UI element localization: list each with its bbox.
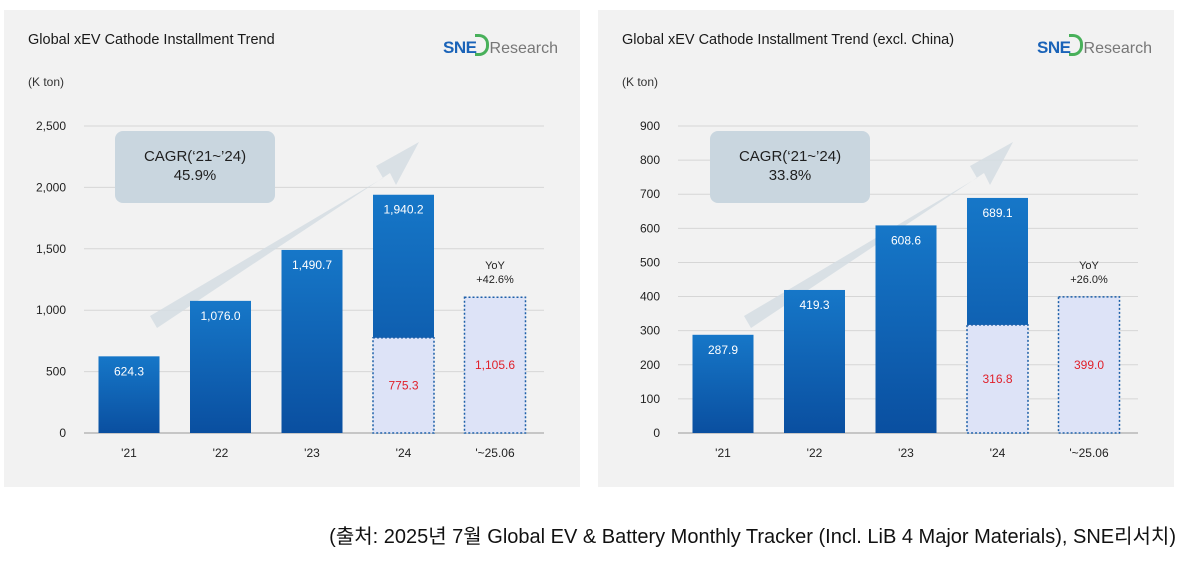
x-tick-label: '22 bbox=[807, 446, 823, 460]
cagr-label: CAGR(‘21~’24) bbox=[738, 148, 842, 165]
y-tick-label: 1,500 bbox=[36, 242, 66, 256]
trend-arrow bbox=[150, 142, 419, 328]
x-tick-label: '~25.06 bbox=[1069, 446, 1109, 460]
logo-brand: SNE bbox=[1037, 38, 1071, 57]
x-tick-label: '23 bbox=[898, 446, 914, 460]
x-tick-label: '22 bbox=[213, 446, 229, 460]
x-tick-label: '24 bbox=[396, 446, 412, 460]
bar bbox=[784, 289, 845, 433]
sne-research-logo: SNE Research bbox=[443, 34, 558, 58]
yoy-label: YoY bbox=[1079, 260, 1099, 272]
cagr-callout: CAGR(‘21~’24) 33.8% bbox=[710, 131, 870, 203]
yoy-value: +26.0% bbox=[1070, 274, 1108, 286]
bar-value-label: 287.9 bbox=[708, 343, 738, 357]
y-tick-label: 0 bbox=[59, 426, 66, 440]
bar-highlight-segment bbox=[966, 324, 1029, 434]
bar-value-label: 1,105.6 bbox=[475, 358, 515, 372]
x-tick-label: '~25.06 bbox=[475, 446, 515, 460]
bar-value-label: 1,940.2 bbox=[383, 203, 423, 217]
logo-ring-icon bbox=[474, 34, 489, 56]
logo-ring-icon bbox=[1068, 34, 1083, 56]
segment-value-label: 316.8 bbox=[982, 372, 1012, 386]
cagr-label: CAGR(‘21~’24) bbox=[143, 148, 247, 165]
bar-value-label: 689.1 bbox=[982, 206, 1012, 220]
y-tick-label: 2,500 bbox=[36, 119, 66, 133]
logo-brand: SNE bbox=[443, 38, 477, 57]
x-tick-label: '21 bbox=[715, 446, 731, 460]
chart-title: Global xEV Cathode Installment Trend bbox=[28, 32, 275, 48]
y-tick-label: 900 bbox=[640, 119, 660, 133]
yoy-value: +42.6% bbox=[476, 274, 514, 286]
chart-panel-global: 0 500 1,000 1,500 2,000 2,500 624.3 '21 1,076.0 '… bbox=[4, 10, 580, 487]
bar-value-label: 419.3 bbox=[799, 298, 829, 312]
y-axis-unit: (K ton) bbox=[622, 75, 659, 89]
chart-panel-excl-china: 0 100 200 300 400 500 600 700 800 900 287.9 '21 419.… bbox=[598, 10, 1174, 487]
bar-value-label: 624.3 bbox=[114, 364, 144, 378]
y-axis-unit: (K ton) bbox=[28, 75, 65, 89]
y-tick-label: 100 bbox=[640, 392, 660, 406]
x-tick-label: '24 bbox=[990, 446, 1006, 460]
y-tick-label: 600 bbox=[640, 221, 660, 235]
trend-arrow bbox=[744, 142, 1013, 328]
bar bbox=[1057, 296, 1121, 434]
bar-value-label: 399.0 bbox=[1074, 358, 1104, 372]
y-tick-label: 300 bbox=[640, 324, 660, 338]
logo-suffix: Research bbox=[1083, 40, 1152, 57]
bar bbox=[190, 300, 251, 433]
bar-chart-excl-china: 0 100 200 300 400 500 600 700 800 900 287.9 '21 419.… bbox=[640, 119, 1138, 460]
chart-title: Global xEV Cathode Installment Trend (ex… bbox=[622, 32, 955, 48]
y-tick-label: 0 bbox=[653, 426, 660, 440]
y-tick-label: 1,000 bbox=[36, 303, 66, 317]
bar-value-label: 1,076.0 bbox=[200, 309, 240, 323]
cagr-value: 33.8% bbox=[768, 167, 812, 184]
y-tick-label: 500 bbox=[640, 255, 660, 269]
bar bbox=[281, 249, 343, 433]
cagr-value: 45.9% bbox=[173, 167, 217, 184]
cagr-callout: CAGR(‘21~’24) 45.9% bbox=[115, 131, 275, 203]
bar bbox=[692, 334, 754, 433]
source-caption: (출처: 2025년 7월 Global EV & Battery Monthl… bbox=[329, 526, 1176, 548]
y-tick-label: 400 bbox=[640, 290, 660, 304]
y-tick-label: 2,000 bbox=[36, 180, 66, 194]
bar-value-label: 608.6 bbox=[891, 233, 921, 247]
bar-chart-global: 0 500 1,000 1,500 2,000 2,500 624.3 '21 1,076.0 '… bbox=[36, 119, 544, 460]
x-tick-label: '23 bbox=[304, 446, 320, 460]
bar bbox=[98, 356, 160, 433]
y-tick-label: 800 bbox=[640, 153, 660, 167]
sne-research-logo: SNE Research bbox=[1037, 34, 1152, 58]
logo-suffix: Research bbox=[489, 40, 558, 57]
bar bbox=[875, 225, 937, 433]
y-tick-label: 500 bbox=[46, 365, 66, 379]
y-tick-label: 200 bbox=[640, 358, 660, 372]
y-tick-label: 700 bbox=[640, 187, 660, 201]
bar-value-label: 1,490.7 bbox=[292, 258, 332, 272]
yoy-label: YoY bbox=[485, 260, 505, 272]
segment-value-label: 775.3 bbox=[388, 378, 418, 392]
bar bbox=[463, 296, 527, 434]
x-tick-label: '21 bbox=[121, 446, 137, 460]
bar-highlight-segment bbox=[372, 337, 435, 434]
